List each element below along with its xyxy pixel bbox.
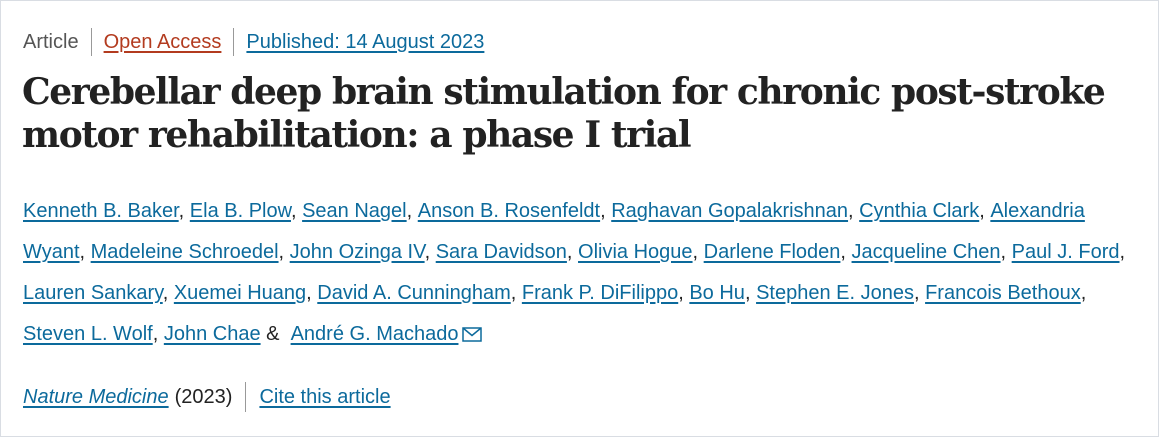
author-link[interactable]: Madeleine Schroedel	[90, 241, 279, 263]
open-access-link[interactable]: Open Access	[103, 31, 222, 53]
publication-year: (2023)	[174, 386, 233, 408]
author-item: John Ozinga IV,	[290, 241, 436, 263]
author-item: Alexandria Wyant,	[23, 200, 1085, 263]
author-link[interactable]: David A. Cunningham	[317, 282, 511, 304]
author-link[interactable]: Paul J. Ford	[1011, 241, 1120, 263]
author-item: Steven L. Wolf,	[23, 323, 164, 345]
author-separator: ,	[162, 282, 174, 304]
author-link[interactable]: Kenneth B. Baker	[23, 200, 179, 222]
author-item: Bo Hu,	[689, 282, 756, 304]
cite-article-link[interactable]: Cite this article	[259, 386, 391, 408]
author-link[interactable]: Steven L. Wolf	[23, 323, 153, 345]
author-joiner: &	[260, 323, 286, 345]
author-link[interactable]: John Chae	[163, 323, 261, 345]
author-separator: ,	[306, 282, 318, 304]
author-item: Olivia Hogue,	[578, 241, 704, 263]
author-link[interactable]: Anson B. Rosenfeldt	[417, 200, 601, 222]
author-link[interactable]: Darlene Floden	[703, 241, 841, 263]
author-item: Madeleine Schroedel,	[91, 241, 290, 263]
author-item: Francois Bethoux,	[925, 282, 1086, 304]
author-link[interactable]: John Ozinga IV	[289, 241, 425, 263]
author-item: Xuemei Huang,	[174, 282, 317, 304]
author-item: Cynthia Clark,	[859, 200, 990, 222]
author-link[interactable]: Raghavan Gopalakrishnan	[611, 200, 849, 222]
meta-divider	[233, 28, 235, 56]
author-link[interactable]: André G. Machado	[290, 323, 459, 345]
article-meta: Article Open Access Published: 14 August…	[23, 28, 484, 56]
author-item: Raghavan Gopalakrishnan,	[611, 200, 859, 222]
author-link[interactable]: Francois Bethoux	[925, 282, 1081, 304]
author-item: Stephen E. Jones,	[756, 282, 925, 304]
author-separator: ,	[424, 241, 436, 263]
author-separator: ,	[406, 200, 418, 222]
journal-divider	[245, 382, 247, 412]
author-item: Kenneth B. Baker,	[23, 200, 190, 222]
author-separator: ,	[178, 200, 190, 222]
author-item: André G. Machado	[291, 323, 483, 345]
author-item: Sara Davidson,	[436, 241, 578, 263]
author-separator: ,	[566, 241, 579, 263]
author-item: Anson B. Rosenfeldt,	[418, 200, 611, 222]
journal-link[interactable]: Nature Medicine	[23, 386, 169, 408]
author-link[interactable]: Stephen E. Jones	[756, 282, 914, 304]
author-separator: ,	[1080, 282, 1087, 304]
author-item: Ela B. Plow,	[190, 200, 302, 222]
author-link[interactable]: Alexandria Wyant	[23, 200, 1085, 263]
author-link[interactable]: Frank P. DiFilippo	[521, 282, 679, 304]
author-link[interactable]: Sean Nagel	[302, 200, 407, 222]
author-item: Paul J. Ford,	[1012, 241, 1125, 263]
author-link[interactable]: Ela B. Plow	[189, 200, 291, 222]
author-separator: ,	[1119, 241, 1126, 263]
author-separator: ,	[840, 241, 852, 263]
author-separator: ,	[79, 241, 91, 263]
published-date-link[interactable]: Published: 14 August 2023	[246, 31, 485, 53]
author-link[interactable]: Bo Hu	[689, 282, 745, 304]
author-item: Lauren Sankary,	[23, 282, 174, 304]
author-separator: ,	[744, 282, 757, 304]
author-separator: ,	[913, 282, 926, 304]
author-separator: ,	[152, 323, 164, 345]
journal-info: Nature Medicine (2023) Cite this article	[23, 382, 391, 412]
meta-divider	[90, 28, 92, 56]
author-link[interactable]: Jacqueline Chen	[851, 241, 1001, 263]
author-item: David A. Cunningham,	[317, 282, 522, 304]
author-separator: ,	[278, 241, 290, 263]
author-separator: ,	[979, 200, 991, 222]
author-separator: ,	[290, 200, 303, 222]
author-item: John Chae &	[164, 323, 285, 345]
author-separator: ,	[600, 200, 612, 222]
author-list: Kenneth B. Baker, Ela B. Plow, Sean Nage…	[23, 191, 1143, 355]
mail-icon[interactable]	[462, 327, 483, 342]
author-link[interactable]: Cynthia Clark	[859, 200, 980, 222]
author-item: Sean Nagel,	[302, 200, 418, 222]
author-link[interactable]: Xuemei Huang	[173, 282, 307, 304]
author-separator: ,	[692, 241, 704, 263]
author-item: Frank P. DiFilippo,	[522, 282, 689, 304]
author-link[interactable]: Olivia Hogue	[578, 241, 693, 263]
article-type: Article	[23, 31, 79, 53]
author-link[interactable]: Lauren Sankary	[23, 282, 163, 304]
author-link[interactable]: Sara Davidson	[435, 241, 567, 263]
author-item: Darlene Floden,	[704, 241, 852, 263]
article-title: Cerebellar deep brain stimulation for ch…	[22, 71, 1106, 156]
author-item: Jacqueline Chen,	[852, 241, 1012, 263]
author-separator: ,	[510, 282, 522, 304]
author-separator: ,	[1000, 241, 1012, 263]
author-separator: ,	[678, 282, 690, 304]
author-separator: ,	[848, 200, 860, 222]
